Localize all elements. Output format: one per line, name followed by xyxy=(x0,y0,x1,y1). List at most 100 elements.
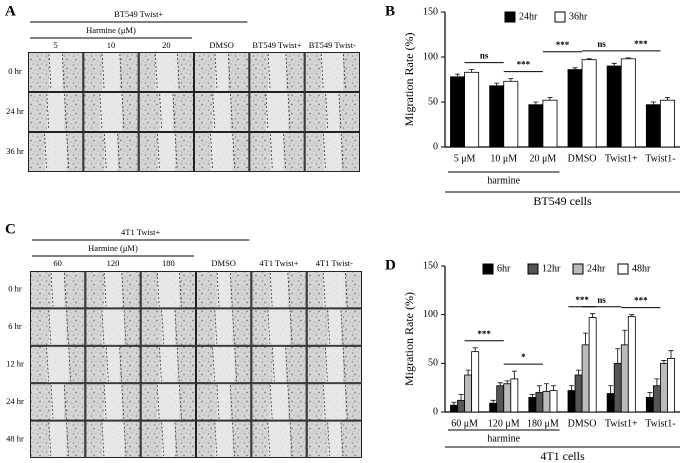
wound xyxy=(159,346,178,383)
wound-edge xyxy=(46,347,49,382)
wound-edge xyxy=(327,422,331,457)
x-tick-label: DMSO xyxy=(568,418,597,429)
error-bar xyxy=(664,97,670,101)
wound xyxy=(325,346,344,383)
x-tick-label: 10 μM xyxy=(490,153,517,164)
bar xyxy=(620,344,629,413)
bar xyxy=(567,390,576,413)
wound-edge xyxy=(285,347,289,382)
error-bar xyxy=(608,385,614,394)
error-bar xyxy=(533,101,539,105)
wound-edge xyxy=(269,385,273,419)
wound xyxy=(270,133,284,171)
wound-edge xyxy=(176,347,180,382)
wound-edge xyxy=(229,272,233,307)
wound xyxy=(327,421,341,457)
wound-edge xyxy=(105,347,109,382)
bar xyxy=(620,58,636,148)
wound-edge xyxy=(271,347,275,382)
bar xyxy=(542,99,558,148)
legend-label: 12hr xyxy=(542,263,561,274)
wound-edge xyxy=(101,422,105,457)
column-label: 60 xyxy=(53,258,62,268)
wound-edge xyxy=(48,310,52,344)
bar xyxy=(606,65,622,148)
error-bar xyxy=(508,78,514,82)
y-tick-label: 50 xyxy=(428,358,438,369)
significance-label: *** xyxy=(477,329,491,339)
wound xyxy=(323,384,346,420)
wound-edge xyxy=(289,422,293,457)
x-tick-label: Twist1- xyxy=(645,153,675,164)
wound xyxy=(268,53,286,91)
legend-swatch xyxy=(617,263,629,275)
column-label: BT549 Twist+ xyxy=(252,40,301,50)
wound-edge xyxy=(159,347,162,382)
bar xyxy=(471,351,480,413)
group-label: harmine xyxy=(487,433,520,444)
bar xyxy=(574,374,583,413)
error-bar xyxy=(472,347,478,352)
error-bar xyxy=(451,401,457,406)
wound xyxy=(159,93,173,131)
legend-label: 48hr xyxy=(632,263,651,274)
wound-edge xyxy=(63,272,67,307)
wound-edge xyxy=(66,310,69,344)
wound xyxy=(51,384,65,420)
wound xyxy=(49,53,63,91)
x-tick-label: 20 μM xyxy=(530,153,557,164)
wound xyxy=(272,346,286,383)
significance-label: ns xyxy=(597,39,606,49)
wound xyxy=(44,133,67,171)
wound xyxy=(161,309,175,345)
wound-edge xyxy=(234,347,238,382)
wound xyxy=(265,93,289,131)
wound xyxy=(267,309,291,345)
wound-edge xyxy=(48,422,52,457)
row-label: 48 hr xyxy=(6,433,24,443)
wound-edge xyxy=(325,347,328,382)
wound-edge xyxy=(289,310,293,344)
error-bar xyxy=(465,369,471,376)
significance-label: * xyxy=(521,352,526,362)
bar xyxy=(528,104,544,148)
bar xyxy=(581,344,590,413)
row-label: 24 hr xyxy=(6,106,24,116)
legend-label: 36hr xyxy=(569,11,588,22)
group-label: BT549 Twist+ xyxy=(114,9,163,19)
bar xyxy=(464,71,480,148)
significance-label: *** xyxy=(517,60,531,70)
bar xyxy=(510,378,519,413)
x-tick-label: 5 μM xyxy=(454,153,476,164)
wound xyxy=(104,384,122,420)
wound-edge xyxy=(340,422,344,457)
error-bar xyxy=(550,385,556,391)
wound xyxy=(101,309,125,345)
error-bar xyxy=(583,332,589,345)
wound-edge xyxy=(216,272,220,307)
panel-label: B xyxy=(385,3,395,19)
wound-edge xyxy=(119,347,123,382)
wound xyxy=(157,384,180,420)
wound-edge xyxy=(214,310,218,344)
wound-edge xyxy=(345,272,348,307)
y-tick-label: 150 xyxy=(423,260,438,271)
error-bar xyxy=(529,394,535,398)
wound-edge xyxy=(287,385,291,419)
wound xyxy=(46,93,65,131)
wound xyxy=(99,93,123,131)
column-label: DMSO xyxy=(209,40,234,50)
bar xyxy=(581,59,597,148)
bar xyxy=(652,385,661,413)
bar xyxy=(660,362,668,413)
legend-label: 24hr xyxy=(519,11,538,22)
wound xyxy=(104,133,118,171)
wound-edge xyxy=(161,422,165,457)
wound xyxy=(323,272,346,308)
error-bar xyxy=(654,378,660,386)
error-bar xyxy=(668,350,674,359)
y-tick-label: 0 xyxy=(433,406,438,417)
error-bar xyxy=(622,329,628,345)
wound xyxy=(212,93,231,131)
row-label: 0 hr xyxy=(8,66,22,76)
